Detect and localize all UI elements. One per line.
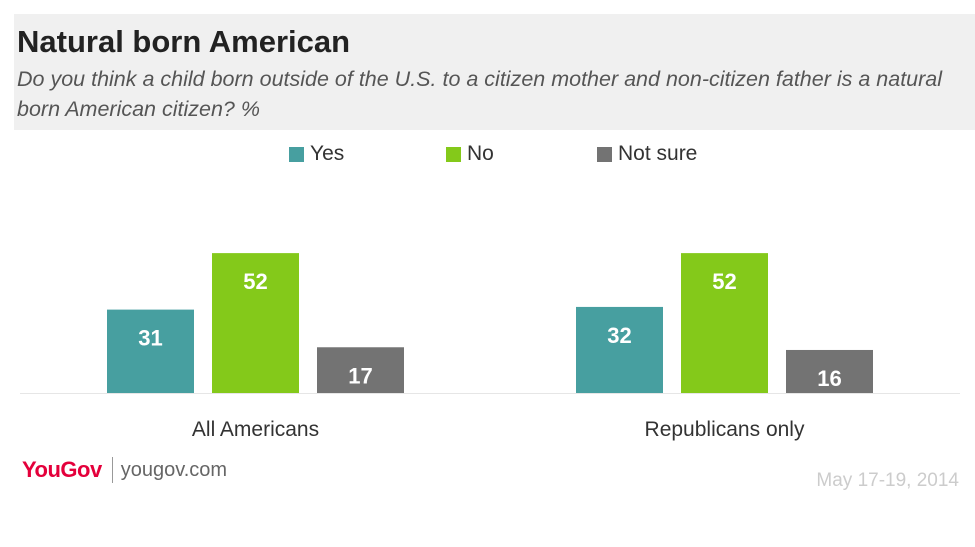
legend-item-no: No — [446, 140, 494, 168]
legend-swatch-no — [446, 146, 461, 162]
data-label-all-americans-no: 52 — [243, 269, 267, 294]
survey-date: May 17-19, 2014 — [816, 470, 959, 491]
legend-swatch-yes — [289, 146, 304, 162]
bar-republicans-only-yes — [576, 306, 663, 393]
bar-republicans-only-not-sure — [786, 349, 873, 393]
legend-swatch-not-sure — [597, 146, 612, 162]
legend-item-not-sure: Not sure — [597, 140, 697, 168]
chart-subtitle: Do you think a child born outside of the… — [17, 67, 943, 121]
bar-all-americans-no — [212, 253, 299, 393]
chart-header: Natural born American Do you think a chi… — [14, 14, 975, 130]
data-label-all-americans-yes: 31 — [138, 326, 162, 351]
data-label-all-americans-not-sure: 17 — [348, 363, 372, 388]
legend-label-no: No — [467, 142, 494, 165]
data-label-republicans-only-not-sure: 16 — [817, 366, 841, 391]
legend-item-yes: Yes — [289, 140, 344, 168]
brand: YouGov yougov.com — [22, 457, 227, 483]
legend-label-not-sure: Not sure — [618, 142, 698, 165]
data-label-republicans-only-no: 52 — [712, 269, 736, 294]
brand-divider — [111, 457, 113, 483]
bar-all-americans-yes — [107, 309, 194, 393]
legend-label-yes: Yes — [310, 142, 345, 165]
site-url: yougov.com — [120, 458, 228, 481]
chart-title: Natural born American — [17, 24, 351, 59]
category-label-all-americans: All Americans — [192, 418, 319, 441]
yougov-logo: YouGov — [22, 457, 102, 482]
data-label-republicans-only-yes: 32 — [607, 323, 631, 348]
category-label-republicans-only: Republicans only — [645, 418, 805, 441]
bar-all-americans-not-sure — [317, 347, 404, 393]
bar-republicans-only-no — [681, 253, 768, 393]
